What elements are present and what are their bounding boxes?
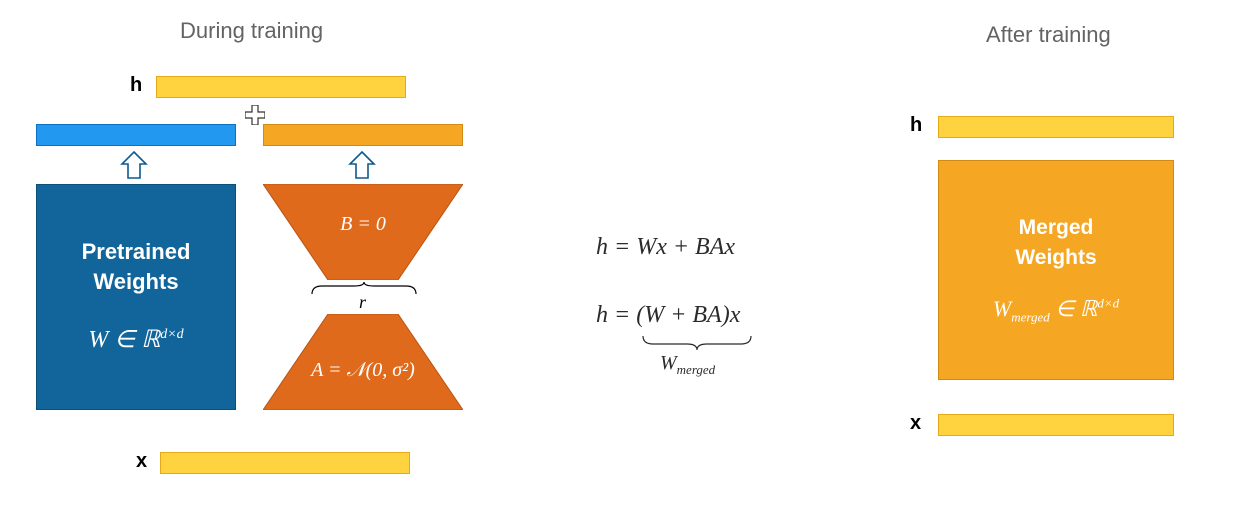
right-h-label: h bbox=[910, 114, 922, 137]
pretrained-W-formula: W ∈ ℝ bbox=[88, 327, 160, 353]
pretrained-weights-box: Pretrained Weights W ∈ ℝd×d bbox=[36, 184, 236, 410]
left-title: During training bbox=[180, 18, 323, 44]
eq2-group: (W + BA) bbox=[636, 302, 730, 328]
left-h-label: h bbox=[130, 74, 142, 97]
wmerged-label: Wmerged bbox=[660, 352, 715, 378]
merged-line1: Merged bbox=[1019, 216, 1094, 239]
trapezoid-B-label: B = 0 bbox=[263, 184, 463, 264]
right-title: After training bbox=[986, 22, 1111, 48]
left-h-bar bbox=[156, 76, 406, 98]
eq2-pre: h = bbox=[596, 302, 636, 328]
merged-line2: Weights bbox=[1015, 246, 1096, 269]
left-output-bar-W bbox=[36, 124, 236, 146]
right-h-bar bbox=[938, 116, 1174, 138]
merged-in-R: ∈ ℝ bbox=[1050, 296, 1098, 321]
arrow-up-left bbox=[120, 150, 148, 176]
pretrained-line1: Pretrained bbox=[82, 239, 191, 264]
left-output-bar-BA bbox=[263, 124, 463, 146]
right-x-label: x bbox=[910, 412, 921, 435]
equation-2: h = (W + BA)x bbox=[596, 302, 740, 329]
underbrace-icon bbox=[641, 334, 753, 350]
wmerged-sub: merged bbox=[677, 362, 716, 377]
merged-W: W bbox=[993, 296, 1011, 321]
pretrained-line2: Weights bbox=[93, 269, 178, 294]
merged-exp: d×d bbox=[1097, 296, 1119, 311]
arrow-up-right bbox=[348, 150, 376, 176]
wmerged-W: W bbox=[660, 352, 677, 374]
pretrained-W-exp: d×d bbox=[160, 327, 183, 342]
eq2-post: x bbox=[730, 302, 741, 328]
r-label: r bbox=[359, 292, 366, 313]
right-x-bar bbox=[938, 414, 1174, 436]
plus-icon bbox=[245, 105, 265, 125]
trapezoid-A-label: A = 𝒩(0, σ²) bbox=[263, 330, 463, 410]
left-x-bar bbox=[160, 452, 410, 474]
equation-1: h = Wx + BAx bbox=[596, 234, 735, 261]
merged-weights-box: Merged Weights Wmerged ∈ ℝd×d bbox=[938, 160, 1174, 380]
merged-sub: merged bbox=[1011, 309, 1050, 324]
left-x-label: x bbox=[136, 450, 147, 473]
